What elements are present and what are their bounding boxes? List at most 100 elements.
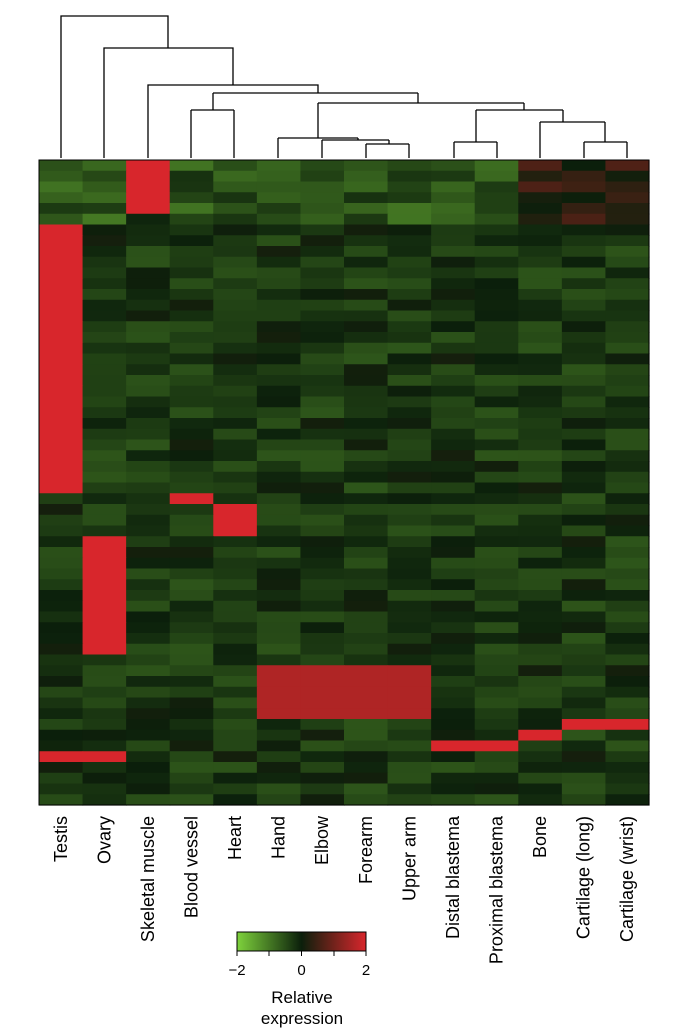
column-dendrogram <box>60 15 628 158</box>
heatmap-cell <box>474 751 519 763</box>
heatmap-cell <box>605 740 650 752</box>
heatmap-cell <box>300 235 345 247</box>
heatmap-cell <box>561 697 607 709</box>
heatmap-cell <box>169 332 214 344</box>
heatmap-cell <box>431 751 476 763</box>
column-label: Proximal blastema <box>487 815 507 964</box>
heatmap-cell <box>82 600 127 613</box>
heatmap-cell <box>300 278 345 290</box>
heatmap-cell <box>39 224 84 236</box>
heatmap-cell <box>256 353 302 365</box>
heatmap-cell <box>169 213 214 226</box>
heatmap-cell <box>387 203 432 215</box>
heatmap-cell <box>82 310 127 322</box>
heatmap-cell <box>431 310 476 322</box>
heatmap-cell <box>82 246 127 258</box>
heatmap-cell <box>256 708 302 720</box>
heatmap-cell <box>344 170 389 183</box>
heatmap-cell <box>82 267 127 279</box>
heatmap-cell <box>39 762 84 774</box>
heatmap-cell <box>82 396 127 408</box>
heatmap-cell <box>256 654 302 666</box>
heatmap-cell <box>344 332 389 344</box>
heatmap-cell <box>300 493 345 505</box>
heatmap-cell <box>344 708 389 720</box>
heatmap-cell <box>518 246 563 258</box>
heatmap-cell <box>82 762 127 774</box>
heatmap-cell <box>39 536 84 548</box>
heatmap-cell <box>256 396 302 408</box>
heatmap-cell <box>300 471 345 484</box>
heatmap-cell <box>126 740 171 752</box>
heatmap-cell <box>474 493 519 505</box>
heatmap-cell <box>387 396 432 408</box>
heatmap-cell <box>518 772 563 785</box>
heatmap-cell <box>213 471 258 484</box>
heatmap-cell <box>126 461 171 473</box>
heatmap-cell <box>431 278 476 290</box>
heatmap-cell <box>344 310 389 322</box>
heatmap-cell <box>431 633 476 645</box>
heatmap-cell <box>39 708 84 720</box>
heatmap-cell <box>344 439 389 451</box>
heatmap-cell <box>387 557 432 570</box>
heatmap-cell <box>169 278 214 290</box>
heatmap-cell <box>169 740 214 752</box>
heatmap-cell <box>300 568 345 580</box>
heatmap-cell <box>213 160 258 172</box>
heatmap-cell <box>561 547 607 559</box>
heatmap-cell <box>169 428 214 441</box>
heatmap-cell <box>387 633 432 645</box>
heatmap-cell <box>82 783 127 795</box>
heatmap-cell <box>256 278 302 290</box>
heatmap-cell <box>605 418 650 430</box>
heatmap-cell <box>82 364 127 376</box>
heatmap-cell <box>169 686 214 699</box>
heatmap-cell <box>169 342 214 355</box>
heatmap-cell <box>387 246 432 258</box>
heatmap-cell <box>605 332 650 344</box>
heatmap-cell <box>605 751 650 763</box>
heatmap-cell <box>387 267 432 279</box>
heatmap-cell <box>39 654 84 666</box>
heatmap-cell <box>387 192 432 204</box>
heatmap-cell <box>387 310 432 322</box>
heatmap-cell <box>518 396 563 408</box>
heatmap-cell <box>474 353 519 365</box>
heatmap-cell <box>387 762 432 774</box>
heatmap-cell <box>39 181 84 193</box>
heatmap-cell <box>474 611 519 623</box>
heatmap-cell <box>169 321 214 333</box>
heatmap-cell <box>126 321 171 333</box>
heatmap-cell <box>213 600 258 613</box>
heatmap-cell <box>300 772 345 785</box>
column-labels: Testis Ovary Skeletal muscle Blood vessel He… <box>51 815 637 964</box>
heatmap-cell <box>213 278 258 290</box>
heatmap-cell <box>518 353 563 365</box>
heatmap-cell <box>39 751 84 763</box>
scale-tick-label: 2 <box>362 962 370 979</box>
heatmap-cell <box>431 697 476 709</box>
heatmap-cell <box>431 719 476 731</box>
heatmap-cell <box>605 536 650 548</box>
heatmap-cell <box>213 385 258 398</box>
heatmap-cell <box>344 697 389 709</box>
heatmap-cell <box>126 299 171 312</box>
heatmap-cell <box>213 246 258 258</box>
heatmap-cell <box>82 557 127 570</box>
heatmap-cell <box>213 536 258 548</box>
heatmap-cell <box>344 493 389 505</box>
heatmap-cell <box>344 160 389 172</box>
heatmap-cell <box>605 794 650 806</box>
heatmap-cell <box>300 321 345 333</box>
heatmap-cell <box>39 622 84 634</box>
heatmap-cell <box>387 719 432 731</box>
heatmap-cell <box>213 579 258 591</box>
heatmap-cell <box>256 590 302 602</box>
heatmap-cell <box>169 794 214 806</box>
heatmap-cell <box>213 321 258 333</box>
heatmap-cell <box>605 665 650 677</box>
heatmap-cell <box>126 729 171 742</box>
color-scale-bar <box>236 931 367 952</box>
heatmap-cell <box>474 267 519 279</box>
